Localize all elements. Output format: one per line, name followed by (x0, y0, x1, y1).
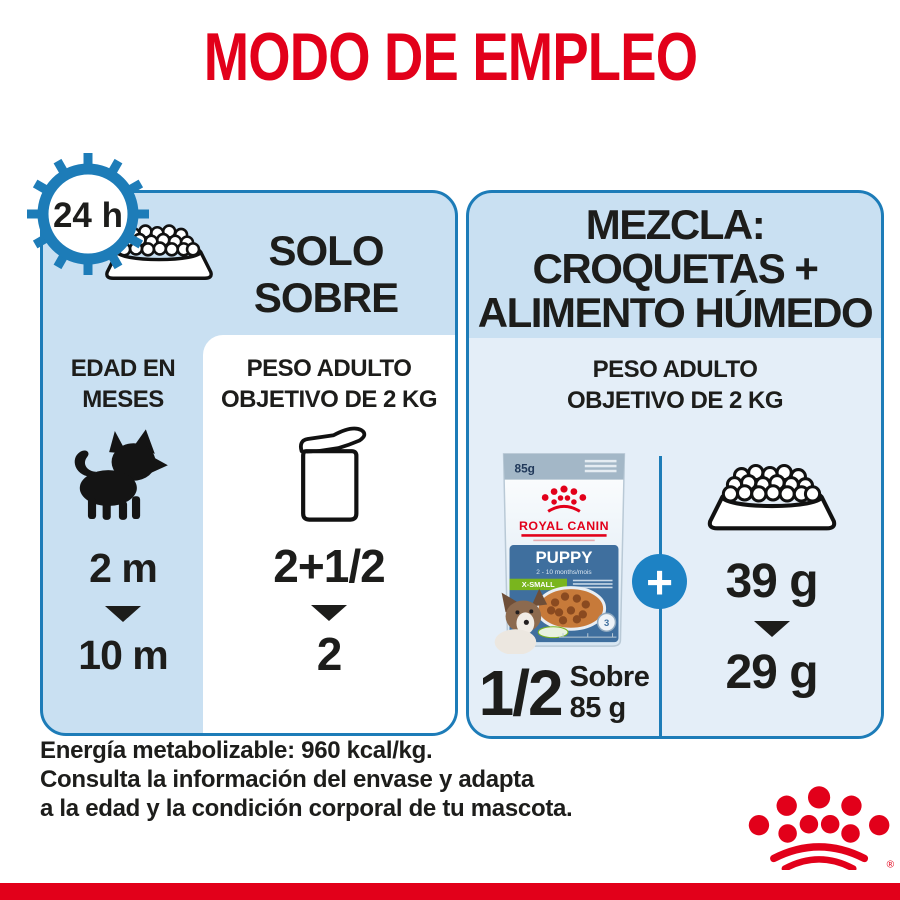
plus-sign: + (646, 555, 673, 608)
dry-food-cell: 39 g 29 g (662, 436, 881, 700)
wet-food-cell: 85g ROYAL CANIN PUPPY 2 - 10 months/mois (469, 436, 659, 730)
left-panel-title-line1: SOLO (268, 227, 384, 274)
right-subheader-line2: OBJETIVO DE 2 KG (566, 387, 784, 414)
pouch-header-line2: OBJETIVO DE 2 KG (220, 386, 438, 413)
age-column: EDAD EN MESES 2 m 10 m (43, 335, 203, 733)
packshot-size: X-SMALL (522, 580, 555, 589)
packshot-weight: 85g (514, 462, 534, 476)
arrow-down-icon (311, 605, 347, 621)
packshot-badge: 3 (604, 617, 609, 628)
footnote-line2: Consulta la información del envase y ada… (40, 766, 534, 793)
footnote-line3: a la edad y la condición corporal de tu … (40, 795, 573, 822)
wet-amount-value: 1/2 (478, 657, 564, 729)
page-title: MODO DE EMPLEO (203, 19, 697, 95)
kibble-from: 39 g (725, 555, 818, 608)
packshot-age-range: 2 - 10 months/mois (536, 569, 592, 576)
small-dog-icon (74, 429, 168, 520)
wet-unit-line2: 85 g (569, 692, 627, 724)
registered-mark: ® (887, 860, 894, 870)
24h-clock-icon: 24 h (27, 153, 149, 275)
plus-icon: + (632, 554, 687, 609)
panel-mix: MEZCLA: CROQUETAS + ALIMENTO HÚMEDO PESO… (466, 190, 884, 739)
pouch-amount-column: PESO ADULTO OBJETIVO DE 2 KG 2+1/2 2 (203, 335, 455, 733)
age-to: 10 m (78, 632, 168, 678)
packshot-dog-photo (494, 588, 548, 654)
right-subheader-line1: PESO ADULTO (592, 356, 758, 383)
age-from: 2 m (89, 545, 158, 591)
food-bowl-icon (707, 463, 836, 531)
clock-label: 24 h (53, 196, 123, 235)
right-panel-body: PESO ADULTO OBJETIVO DE 2 KG + 85g (469, 338, 881, 736)
kibble-to: 29 g (725, 646, 818, 699)
age-header-line2: MESES (82, 386, 164, 413)
right-title-line2: CROQUETAS + (532, 245, 819, 292)
age-column-header: EDAD EN MESES (71, 353, 176, 415)
footnote: Energía metabolizable: 960 kcal/kg. Cons… (40, 736, 573, 823)
right-title-line1: MEZCLA: (585, 201, 766, 248)
age-header-line1: EDAD EN (70, 355, 176, 382)
pouch-from: 2+1/2 (273, 540, 385, 592)
wet-amount-units: Sobre 85 g (570, 662, 650, 724)
right-subheader: PESO ADULTO OBJETIVO DE 2 KG (469, 338, 881, 416)
footer-red-bar (0, 883, 900, 900)
arrow-down-icon (753, 621, 790, 637)
left-panel-title-line2: SOBRE (253, 274, 399, 321)
pouch-icon (298, 426, 367, 522)
left-panel-title: SOLO SOBRE (201, 227, 451, 321)
right-panel-title: MEZCLA: CROQUETAS + ALIMENTO HÚMEDO (469, 203, 881, 335)
arrow-down-icon (105, 606, 141, 622)
royal-canin-crown-logo: ® (748, 786, 894, 870)
pouch-to: 2 (316, 628, 343, 680)
packshot-crown-icon (541, 485, 587, 505)
footnote-line1: Energía metabolizable: 960 kcal/kg. (40, 737, 433, 764)
right-title-line3: ALIMENTO HÚMEDO (477, 289, 874, 336)
pouch-header-line1: PESO ADULTO (246, 355, 412, 382)
page-title-wrap: MODO DE EMPLEO (0, 18, 900, 96)
product-packshot: 85g ROYAL CANIN PUPPY 2 - 10 months/mois (494, 453, 626, 654)
packshot-brand: ROYAL CANIN (519, 519, 609, 533)
pouch-column-header: PESO ADULTO OBJETIVO DE 2 KG (220, 353, 438, 415)
panel-pouch-only: SOLO SOBRE EDAD EN MESES (40, 190, 458, 736)
wet-unit-line1: Sobre (569, 661, 650, 693)
packshot-product: PUPPY (535, 548, 592, 567)
wet-amount: 1/2 Sobre 85 g (479, 656, 650, 730)
